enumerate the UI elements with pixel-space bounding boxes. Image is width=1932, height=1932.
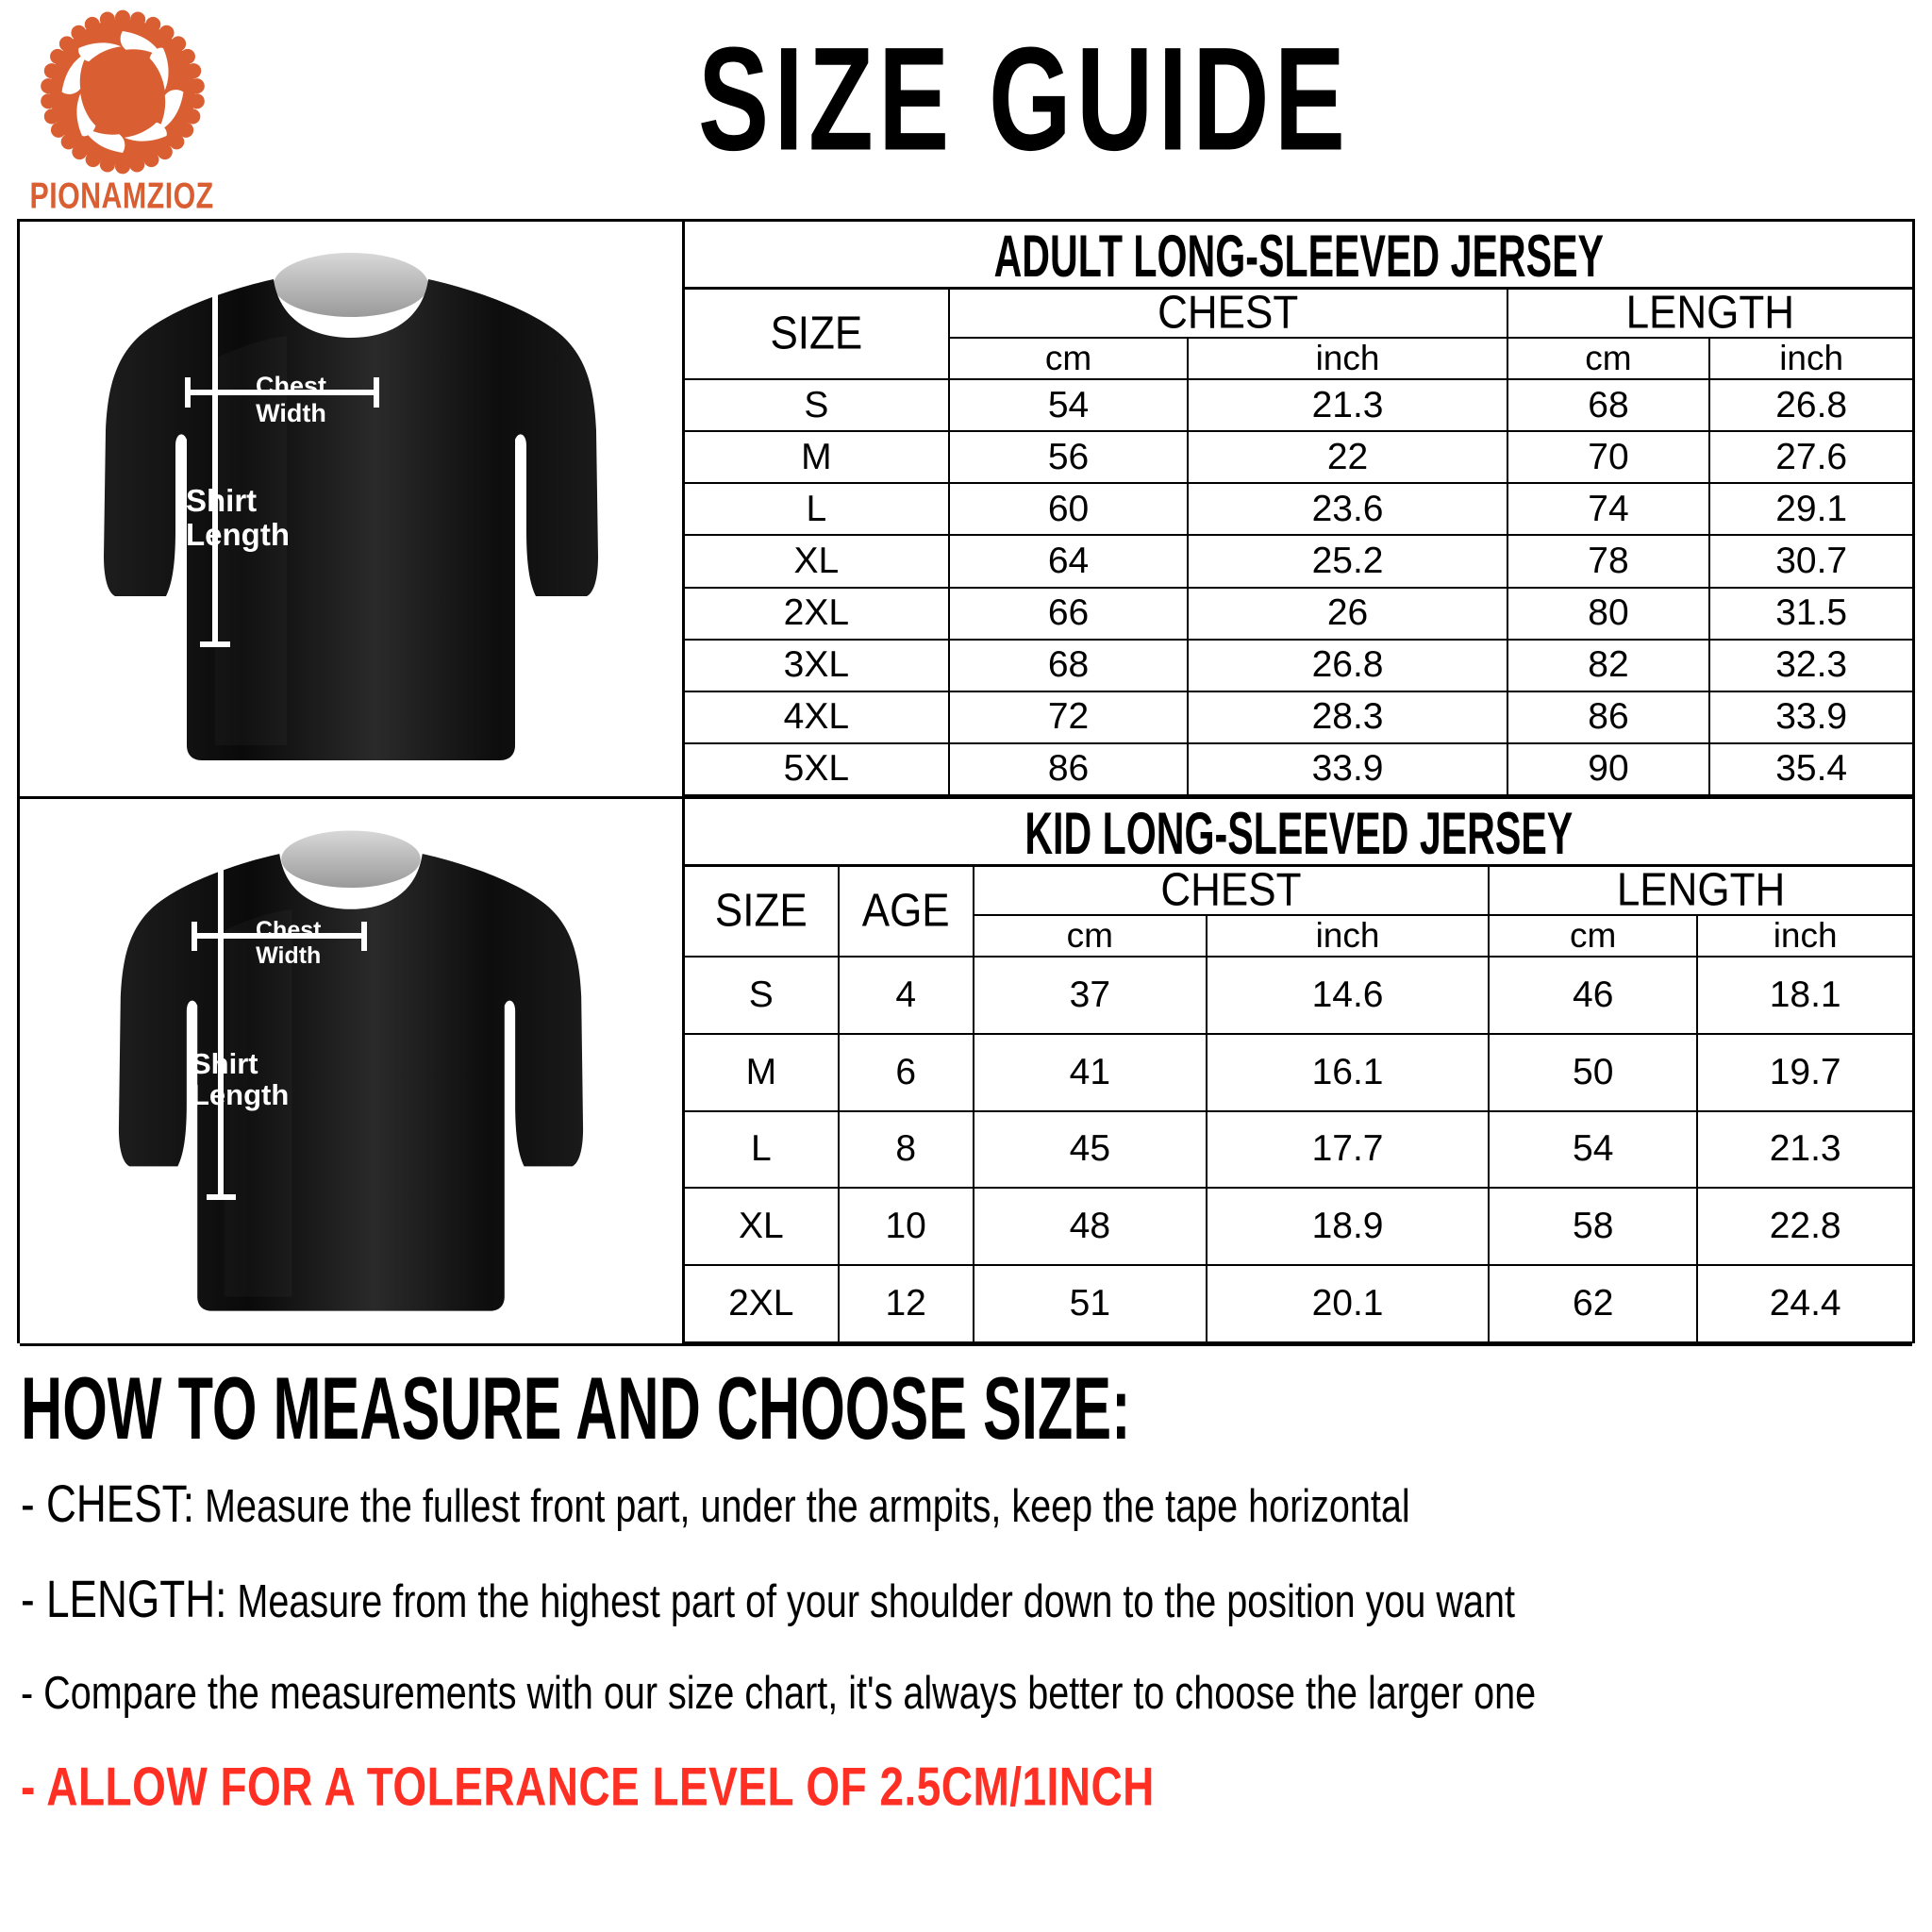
table-row: 2XL 12 51 20.1 62 24.4	[685, 1264, 1912, 1343]
length-lead: - LENGTH:	[21, 1571, 227, 1629]
table-row: 2XL 66 26 80 31.5	[685, 586, 1912, 641]
chest-lead: - CHEST:	[21, 1475, 195, 1534]
table-row: L 60 23.6 74 29.1	[685, 482, 1912, 537]
table-row: 4XL 72 28.3 86 33.9	[685, 690, 1912, 744]
how-to-measure-item-length: - LENGTH: Measure from the highest part …	[21, 1571, 1760, 1630]
table-row: L 8 45 17.7 54 21.3	[685, 1109, 1912, 1190]
table-row: S 54 21.3 68 26.8	[685, 377, 1912, 433]
adult-measure-arrows	[185, 249, 379, 647]
how-to-measure-section: HOW TO MEASURE AND CHOOSE SIZE: - CHEST:…	[21, 1365, 1911, 1816]
kid-size-table-container: KID LONG-SLEEVED JERSEY SIZE AGE CHEST L…	[685, 799, 1912, 1346]
adult-th-size: SIZE	[685, 284, 950, 386]
adult-th-chest-inch: inch	[1187, 337, 1508, 380]
size-chart-grid: Chest Width Shirt Length ADULT LONG-SLEE…	[17, 219, 1915, 1346]
chest-rest: Measure the fullest front part, under th…	[194, 1480, 1410, 1533]
adult-th-length-cm: cm	[1506, 337, 1711, 380]
monogram-z: z	[135, 87, 150, 125]
table-row: XL 10 48 18.9 58 22.8	[685, 1187, 1912, 1267]
table-row: M 6 41 16.1 50 19.7	[685, 1032, 1912, 1112]
kid-th-length: LENGTH	[1488, 863, 1912, 920]
kid-jersey-figure: Chest Width Shirt Length	[20, 799, 685, 1346]
how-to-measure-title: HOW TO MEASURE AND CHOOSE SIZE:	[21, 1360, 1131, 1458]
table-row: XL 64 25.2 78 30.7	[685, 534, 1912, 589]
adult-th-length: LENGTH	[1506, 286, 1912, 342]
kid-table-title: KID LONG-SLEEVED JERSEY	[1024, 802, 1573, 868]
kid-th-chest-inch: inch	[1205, 914, 1491, 958]
brand-logo: P z PIONAMZIOZ	[21, 8, 224, 216]
adult-th-length-inch: inch	[1708, 337, 1912, 380]
kid-table-body: S 4 37 14.6 46 18.1 M 6 41 16.1 50 19.7 L 8 45 17.7 54…	[685, 956, 1912, 1343]
table-row: 5XL 86 33.9 90 35.4	[685, 741, 1912, 797]
length-rest: Measure from the highest part of your sh…	[226, 1575, 1515, 1628]
kid-th-length-inch: inch	[1696, 914, 1912, 958]
sprocket-logo-icon: P z	[40, 9, 205, 175]
monogram-p: P	[90, 56, 127, 125]
adult-size-table: SIZE CHEST LENGTH cm inch cm inch S 54 21.…	[685, 284, 1912, 797]
kid-th-size: SIZE	[685, 861, 840, 963]
compare-lead: - Compare	[21, 1666, 197, 1720]
table-row: 3XL 68 26.8 82 32.3	[685, 638, 1912, 692]
adult-th-chest: CHEST	[947, 286, 1508, 342]
how-to-measure-item-compare: - Compare the measurements with our size…	[21, 1666, 1760, 1720]
adult-table-body: S 54 21.3 68 26.8 M 56 22 70 27.6 L 60 23.6 74 29.1 …	[685, 377, 1912, 797]
table-row: S 4 37 14.6 46 18.1	[685, 956, 1912, 1035]
brand-name: PIONAMZIOZ	[29, 175, 215, 216]
tolerance-notice: - ALLOW FOR A TOLERANCE LEVEL OF 2.5CM/1…	[21, 1756, 1155, 1818]
adult-jersey-figure: Chest Width Shirt Length	[20, 222, 685, 799]
compare-rest: the measurements with our size chart, it…	[196, 1666, 1537, 1720]
page-title: SIZE GUIDE	[698, 17, 1351, 182]
adult-table-title: ADULT LONG-SLEEVED JERSEY	[993, 225, 1604, 291]
kid-measure-arrows	[192, 843, 367, 1200]
how-to-measure-item-chest: - CHEST: Measure the fullest front part,…	[21, 1475, 1760, 1535]
page-header: P z PIONAMZIOZ SIZE GUIDE	[0, 0, 1932, 219]
kid-th-chest-cm: cm	[972, 914, 1208, 958]
kid-th-age: AGE	[837, 861, 974, 963]
adult-size-table-container: ADULT LONG-SLEEVED JERSEY SIZE CHEST LEN…	[685, 222, 1912, 799]
kid-th-chest: CHEST	[972, 863, 1491, 920]
adult-th-chest-cm: cm	[947, 337, 1190, 380]
kid-th-length-cm: cm	[1488, 914, 1699, 958]
table-row: M 56 22 70 27.6	[685, 430, 1912, 485]
adult-jersey-illustration	[104, 252, 598, 760]
